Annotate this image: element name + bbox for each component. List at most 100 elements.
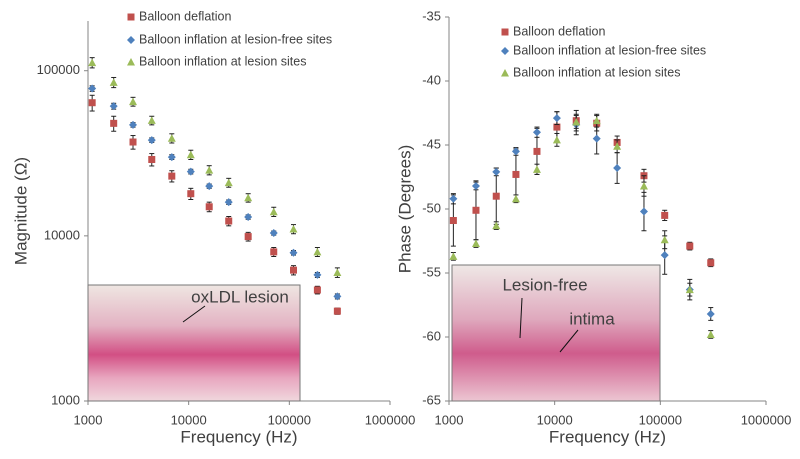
point xyxy=(269,207,278,216)
point xyxy=(109,102,118,111)
y-tick-label: 1000 xyxy=(51,392,80,407)
x-tick-label: 1000000 xyxy=(365,412,416,427)
point xyxy=(686,242,694,250)
point xyxy=(269,229,278,238)
point xyxy=(313,247,322,256)
point xyxy=(661,211,669,219)
annotation: Lesion-free xyxy=(502,275,587,294)
point xyxy=(88,58,97,67)
legend-marker xyxy=(127,36,135,44)
point xyxy=(685,285,694,294)
legend-label: Balloon inflation at lesion-free sites xyxy=(513,43,706,57)
point xyxy=(244,213,253,222)
point xyxy=(333,292,342,301)
point xyxy=(289,248,298,257)
annotation-arrow xyxy=(519,297,523,339)
point xyxy=(148,155,156,163)
point xyxy=(167,153,176,162)
y-tick-label: -35 xyxy=(422,8,441,23)
legend-label: Balloon inflation at lesion-free sites xyxy=(139,32,332,46)
point xyxy=(613,142,622,150)
x-tick-label: 10000 xyxy=(171,412,207,427)
point xyxy=(492,221,501,230)
inset-image xyxy=(451,264,661,402)
y-tick-label: -55 xyxy=(422,264,441,279)
point xyxy=(592,134,601,143)
x-axis-label: Frequency (Hz) xyxy=(180,427,297,446)
x-tick-label: 1000000 xyxy=(741,412,792,427)
point xyxy=(492,192,500,200)
point xyxy=(225,217,233,225)
point xyxy=(129,97,138,106)
x-tick-label: 100000 xyxy=(639,412,682,427)
point xyxy=(205,182,214,191)
point xyxy=(110,119,118,127)
point xyxy=(639,207,648,216)
point xyxy=(492,167,501,176)
point xyxy=(109,78,118,86)
point xyxy=(313,286,321,294)
point xyxy=(147,136,156,145)
y-tick-label: -60 xyxy=(422,328,441,343)
legend-marker xyxy=(501,69,509,77)
y-tick-label: -45 xyxy=(422,136,441,151)
point xyxy=(533,147,541,155)
point xyxy=(289,225,298,233)
point xyxy=(333,307,341,315)
point xyxy=(224,178,233,187)
point xyxy=(449,194,458,203)
x-axis-label: Frequency (Hz) xyxy=(549,427,666,446)
point xyxy=(660,251,669,260)
legend-marker xyxy=(127,58,135,66)
y-tick-label: -65 xyxy=(422,392,441,407)
point xyxy=(449,217,457,225)
point xyxy=(552,114,561,123)
annotation: oxLDL lesion xyxy=(191,287,289,306)
x-tick-label: 1000 xyxy=(74,412,103,427)
point xyxy=(168,172,176,180)
legend-marker xyxy=(501,47,509,55)
point xyxy=(88,84,97,93)
inset-image xyxy=(87,284,301,402)
point xyxy=(511,194,520,203)
y-axis-label: Phase (Degrees) xyxy=(395,145,414,274)
legend-marker xyxy=(501,28,509,36)
point xyxy=(553,123,561,131)
point xyxy=(472,206,480,214)
legend-marker xyxy=(127,13,135,21)
point xyxy=(660,235,669,244)
legend-label: Balloon inflation at lesion sites xyxy=(139,54,306,68)
point xyxy=(449,252,458,260)
legend-label: Balloon inflation at lesion sites xyxy=(513,65,680,79)
annotation-arrow xyxy=(182,305,206,323)
point xyxy=(532,165,541,173)
point xyxy=(205,166,214,174)
point xyxy=(706,309,715,318)
y-tick-label: 10000 xyxy=(44,227,80,242)
legend-label: Balloon deflation xyxy=(139,9,231,23)
point xyxy=(88,99,96,107)
legend-label: Balloon deflation xyxy=(513,24,605,38)
y-tick-label: 100000 xyxy=(37,62,80,77)
point xyxy=(186,150,195,159)
annotation: intima xyxy=(569,309,615,328)
y-tick-label: -50 xyxy=(422,200,441,215)
y-axis-label: Magnitude (Ω) xyxy=(11,157,30,265)
point xyxy=(532,128,541,137)
point xyxy=(471,239,480,248)
point xyxy=(167,134,176,142)
point xyxy=(333,268,342,276)
point xyxy=(572,117,581,126)
point xyxy=(244,193,253,202)
x-tick-label: 100000 xyxy=(268,412,311,427)
point xyxy=(512,170,520,178)
point xyxy=(224,198,233,207)
point xyxy=(270,248,278,256)
point xyxy=(707,259,715,267)
point xyxy=(511,147,520,156)
annotation-arrow xyxy=(559,329,579,353)
point xyxy=(129,138,137,146)
x-tick-label: 10000 xyxy=(537,412,573,427)
y-tick-label: -40 xyxy=(422,72,441,87)
